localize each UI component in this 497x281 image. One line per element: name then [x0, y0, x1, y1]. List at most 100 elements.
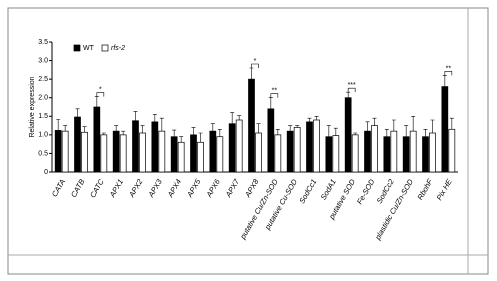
x-tick-label: CATA — [50, 177, 67, 198]
error-bar — [268, 97, 273, 109]
error-bar — [442, 75, 447, 87]
bar — [81, 131, 88, 173]
error-bar — [365, 121, 370, 132]
significance-bracket — [347, 87, 356, 93]
error-bar — [346, 91, 351, 98]
significance-label: ** — [272, 88, 278, 95]
x-tick-label: Fe-SOD — [355, 177, 377, 206]
x-tick-label: APX7 — [223, 177, 241, 200]
error-bar — [384, 128, 389, 137]
x-tick-label: APX4 — [165, 177, 183, 199]
bar — [383, 136, 391, 173]
error-bar — [191, 127, 196, 135]
significance-label: * — [99, 86, 102, 93]
y-tick-label: 2.0 — [38, 95, 48, 102]
y-tick-label: 0 — [44, 169, 48, 176]
significance-bracket — [251, 63, 259, 68]
error-bar — [326, 125, 331, 137]
x-tick-label: APX5 — [185, 177, 203, 200]
error-bar — [237, 115, 242, 120]
x-tick-label: APX1 — [107, 177, 125, 199]
error-bar — [333, 127, 338, 136]
error-bar — [249, 67, 254, 80]
bar — [132, 120, 139, 173]
error-bar — [391, 119, 396, 132]
bar — [170, 136, 178, 173]
bar — [371, 125, 378, 173]
error-bar — [179, 136, 184, 143]
error-bar — [140, 125, 145, 133]
x-tick-label: Pix HE — [435, 177, 455, 202]
bar — [119, 134, 127, 173]
x-tick-label: SodCc1 — [297, 177, 318, 205]
x-tick-label: APX3 — [146, 177, 164, 200]
x-tick-label: SodA1 — [319, 177, 338, 201]
bar — [390, 130, 398, 173]
bar — [274, 134, 282, 173]
bar — [158, 130, 166, 173]
bar — [344, 97, 352, 173]
x-tick-label: plastidic Cu/Zn-SOD — [373, 177, 416, 242]
y-tick-label: 1.0 — [38, 132, 48, 139]
error-bar — [152, 114, 157, 122]
error-bar — [307, 117, 312, 122]
bar — [351, 134, 359, 173]
error-bar — [295, 125, 300, 128]
bar — [448, 128, 456, 173]
y-tick-label: 3.0 — [38, 57, 48, 64]
error-bar — [314, 115, 319, 120]
bar — [306, 121, 313, 173]
error-bar — [159, 117, 164, 132]
bar — [93, 106, 101, 173]
bar — [441, 86, 449, 173]
bar — [190, 134, 197, 173]
y-tick-label: 3.5 — [38, 39, 48, 46]
error-bar — [210, 123, 215, 132]
bar — [313, 119, 320, 173]
bar — [248, 78, 255, 173]
x-tick-label: APX6 — [204, 177, 222, 200]
bar — [197, 141, 204, 173]
error-bar — [256, 123, 261, 133]
y-tick-label: 1.5 — [38, 113, 48, 120]
significance-label: ** — [446, 65, 452, 72]
error-bar — [230, 112, 235, 124]
bar — [422, 136, 429, 173]
error-bar — [423, 128, 428, 137]
bar — [267, 108, 275, 173]
error-bar — [288, 125, 293, 132]
legend-swatch — [73, 44, 81, 52]
error-bar — [275, 128, 280, 135]
x-tick-label: APX8 — [243, 177, 261, 200]
error-bar — [404, 125, 409, 137]
error-bar — [56, 118, 61, 131]
bar — [112, 130, 120, 173]
y-axis-label: Relative expression — [29, 76, 36, 137]
bar — [332, 135, 340, 173]
x-tick-label: RbohF — [415, 177, 434, 201]
error-bar — [133, 111, 138, 121]
error-bar — [411, 115, 416, 132]
bar — [364, 130, 371, 173]
x-tick-label: APX2 — [127, 177, 145, 200]
bar — [409, 130, 417, 173]
error-bar — [372, 117, 377, 126]
bar — [235, 119, 243, 173]
bar — [255, 132, 262, 173]
bar — [325, 136, 333, 173]
significance-bracket — [444, 71, 453, 76]
error-bar — [430, 119, 435, 133]
bar — [402, 136, 410, 173]
bar — [429, 132, 436, 173]
error-bar — [114, 125, 119, 132]
legend-label: WT — [83, 45, 95, 52]
bar — [293, 127, 301, 173]
error-bar — [172, 129, 177, 137]
significance-label: * — [254, 58, 257, 65]
bar — [100, 134, 108, 173]
significance-bracket — [270, 93, 279, 98]
bar — [216, 136, 224, 173]
error-bar — [63, 125, 68, 132]
y-tick-label: 2.5 — [38, 76, 48, 83]
